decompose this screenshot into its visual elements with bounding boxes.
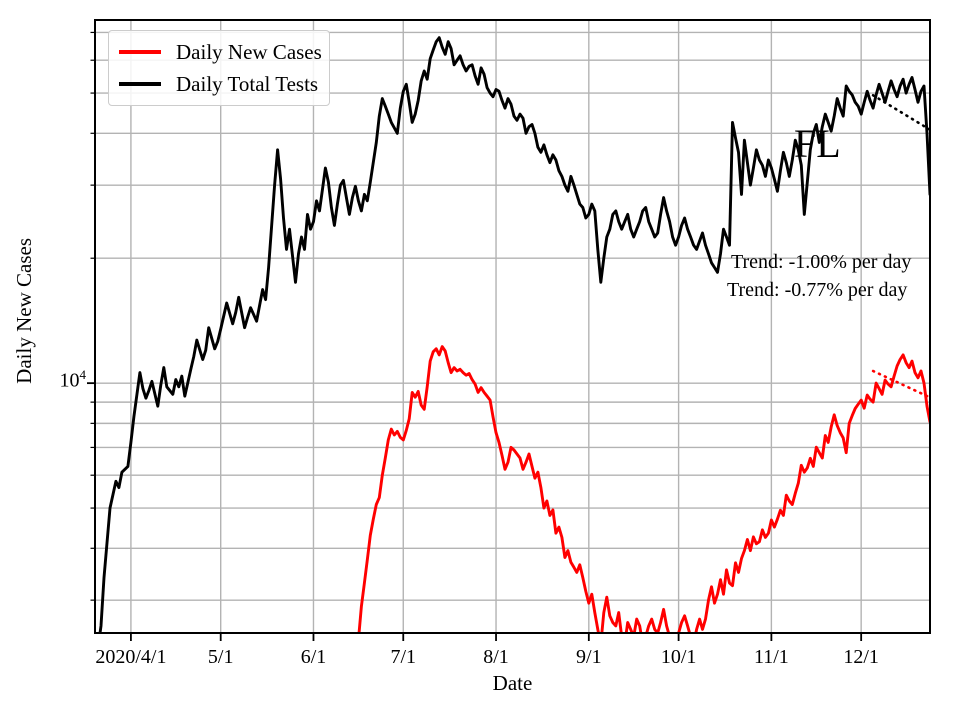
x-axis-label: Date bbox=[492, 671, 533, 695]
x-tick-label: 2020/4/1 bbox=[95, 646, 166, 668]
state-annotation: FL bbox=[794, 121, 841, 166]
trend-annotation-cases: Trend: -0.77% per day bbox=[727, 279, 908, 301]
line-daily-new-cases bbox=[357, 345, 930, 633]
y-tick-base: 10 bbox=[59, 369, 80, 392]
legend-item-label: Daily New Cases bbox=[176, 39, 322, 64]
x-tick-label: 8/1 bbox=[483, 646, 509, 668]
legend-item-label: Daily Total Tests bbox=[176, 71, 319, 96]
x-tick-label: 6/1 bbox=[301, 646, 327, 668]
x-tick-label: 12/1 bbox=[843, 646, 879, 668]
x-tick-label: 10/1 bbox=[661, 646, 697, 668]
line-cases-trend bbox=[871, 369, 930, 399]
trend-annotation-tests: Trend: -1.00% per day bbox=[731, 251, 912, 273]
x-tick-label: 11/1 bbox=[754, 646, 789, 668]
line-daily-total-tests bbox=[98, 36, 930, 633]
legend-item: Daily Total Tests bbox=[119, 70, 319, 98]
y-axis-label: Daily New Cases bbox=[12, 238, 36, 384]
x-tick-label: 9/1 bbox=[576, 646, 602, 668]
legend-line-sample bbox=[119, 50, 161, 54]
legend-item: Daily New Cases bbox=[119, 38, 322, 66]
x-tick-label: 7/1 bbox=[390, 646, 416, 668]
y-tick-exponent: 4 bbox=[79, 367, 87, 382]
x-tick-label: 5/1 bbox=[208, 646, 234, 668]
axes-spines bbox=[94, 19, 931, 634]
line-tests-trend bbox=[871, 94, 930, 131]
y-tick-label-10e4: 104 bbox=[46, 367, 87, 393]
legend: Daily New Cases Daily Total Tests bbox=[108, 30, 330, 106]
legend-line-sample bbox=[119, 82, 161, 86]
